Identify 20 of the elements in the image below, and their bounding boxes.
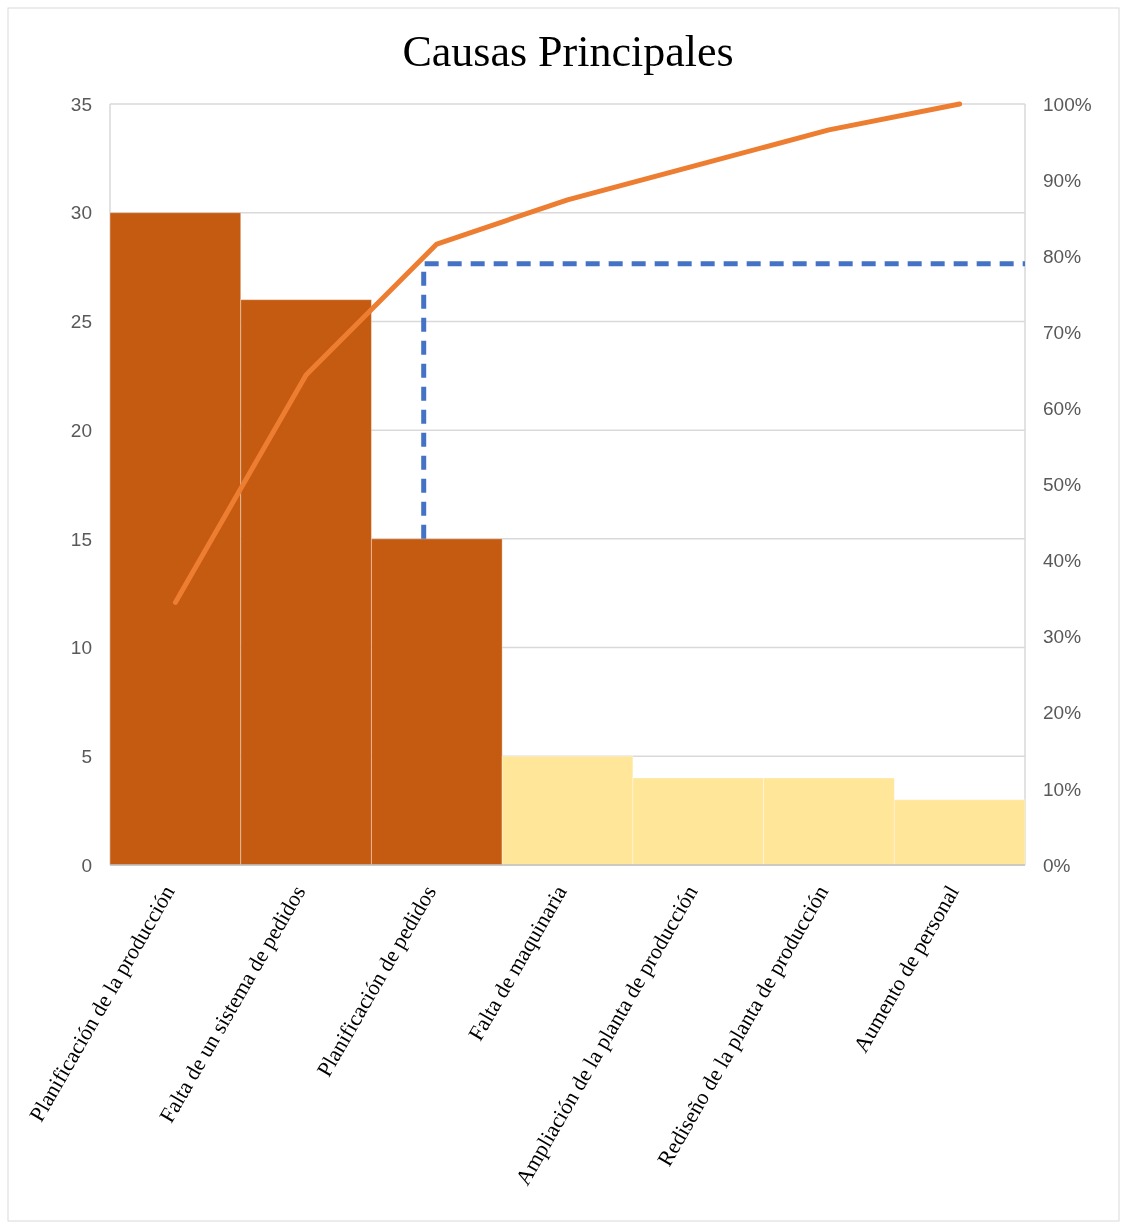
y2-tick-label: 90% [1043,169,1082,191]
y-tick-label: 20 [70,419,92,441]
y2-tick-label: 0% [1043,854,1071,876]
y2-tick-label: 20% [1043,702,1082,724]
y2-tick-label: 80% [1043,245,1082,267]
y-tick-label: 0 [81,854,92,876]
y2-tick-label: 50% [1043,474,1082,496]
y2-tick-label: 70% [1043,321,1082,343]
y2-tick-label: 100% [1043,93,1092,115]
y-tick-label: 15 [70,528,92,550]
y2-tick-label: 60% [1043,398,1082,420]
y-tick-label: 35 [70,93,92,115]
y2-tick-label: 10% [1043,778,1082,800]
y-tick-label: 25 [70,311,92,333]
y-tick-label: 5 [81,745,92,767]
y-tick-label: 30 [70,202,92,224]
y2-tick-label: 30% [1043,626,1082,648]
y-tick-label: 10 [70,637,92,659]
chart-title: Causas Principales [402,27,734,76]
y2-tick-label: 40% [1043,550,1082,572]
